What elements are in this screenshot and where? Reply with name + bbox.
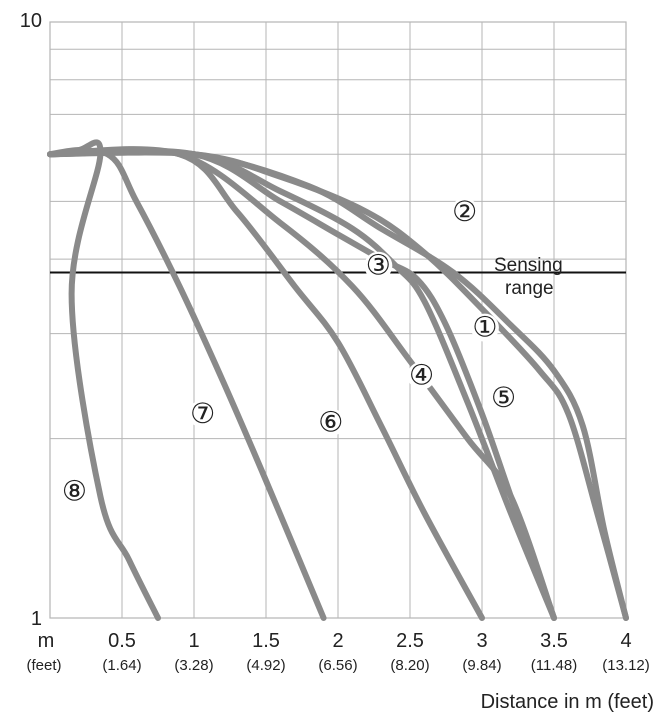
grid xyxy=(49,21,627,619)
x-tick-sublabel: (6.56) xyxy=(318,657,357,674)
curve-label-bg xyxy=(364,251,393,280)
x-tick-label: 2.5 xyxy=(396,630,424,652)
x-tick-sublabel: (8.20) xyxy=(390,657,429,674)
curve-label-6: ⑥ xyxy=(318,406,343,437)
x-tick-sublabel: (4.92) xyxy=(246,657,285,674)
x-tick-sublabel: (13.12) xyxy=(602,657,650,674)
x-tick-label: 0.5 xyxy=(108,630,136,652)
x-tick-label: 3.5 xyxy=(540,630,568,652)
curve-label-4: ④ xyxy=(409,360,434,391)
x-tick-sublabel: (1.64) xyxy=(102,657,141,674)
axis-labels: m (feet) Distance in m (feet) 1 10 0.5 (1.6… xyxy=(20,10,654,713)
curves xyxy=(47,139,629,621)
curve-label-bg xyxy=(450,197,479,226)
y-tick-label: 10 xyxy=(20,10,42,32)
curve-label-bg xyxy=(407,361,436,390)
curve-4 xyxy=(47,146,557,621)
curve-label-5: ⑤ xyxy=(491,382,516,413)
curve-label-bg xyxy=(470,313,499,342)
curve-label-3: ③ xyxy=(366,250,391,281)
curve-label-bg xyxy=(188,399,217,428)
x-axis-title: Distance in m (feet) xyxy=(481,691,654,713)
curve-label-bg xyxy=(316,408,345,437)
curve-7 xyxy=(47,147,327,621)
curve-8 xyxy=(47,139,161,621)
curve-label-1: ① xyxy=(472,312,497,343)
curve-label-8: ⑧ xyxy=(62,476,87,507)
sensing-range-label: range xyxy=(505,278,554,299)
x-tick-label: 1.5 xyxy=(252,630,280,652)
x-tick-label: 4 xyxy=(620,630,631,652)
x-tick-sublabel: (9.84) xyxy=(462,657,501,674)
curve-label-bg xyxy=(60,477,89,506)
x-tick-sublabel: (3.28) xyxy=(174,657,213,674)
curve-6 xyxy=(47,146,485,621)
x-unit-label: m xyxy=(38,630,55,652)
sensing-range-label: Sensing xyxy=(494,255,563,276)
curve-5 xyxy=(47,147,557,621)
x-tick-label: 3 xyxy=(476,630,487,652)
x-tick-label: 1 xyxy=(188,630,199,652)
curve-label-bg xyxy=(489,383,518,412)
curve-label-2: ② xyxy=(452,196,477,227)
curve-labels: ① ② ③ ④ ⑤ ⑥ ⑦ ⑧ xyxy=(60,196,518,507)
y-tick-label: 1 xyxy=(31,608,42,630)
curve-label-7: ⑦ xyxy=(190,398,215,429)
x-tick-sublabel: (11.48) xyxy=(531,657,577,674)
x-tick-label: 2 xyxy=(332,630,343,652)
x-unit-sublabel: (feet) xyxy=(26,657,61,674)
